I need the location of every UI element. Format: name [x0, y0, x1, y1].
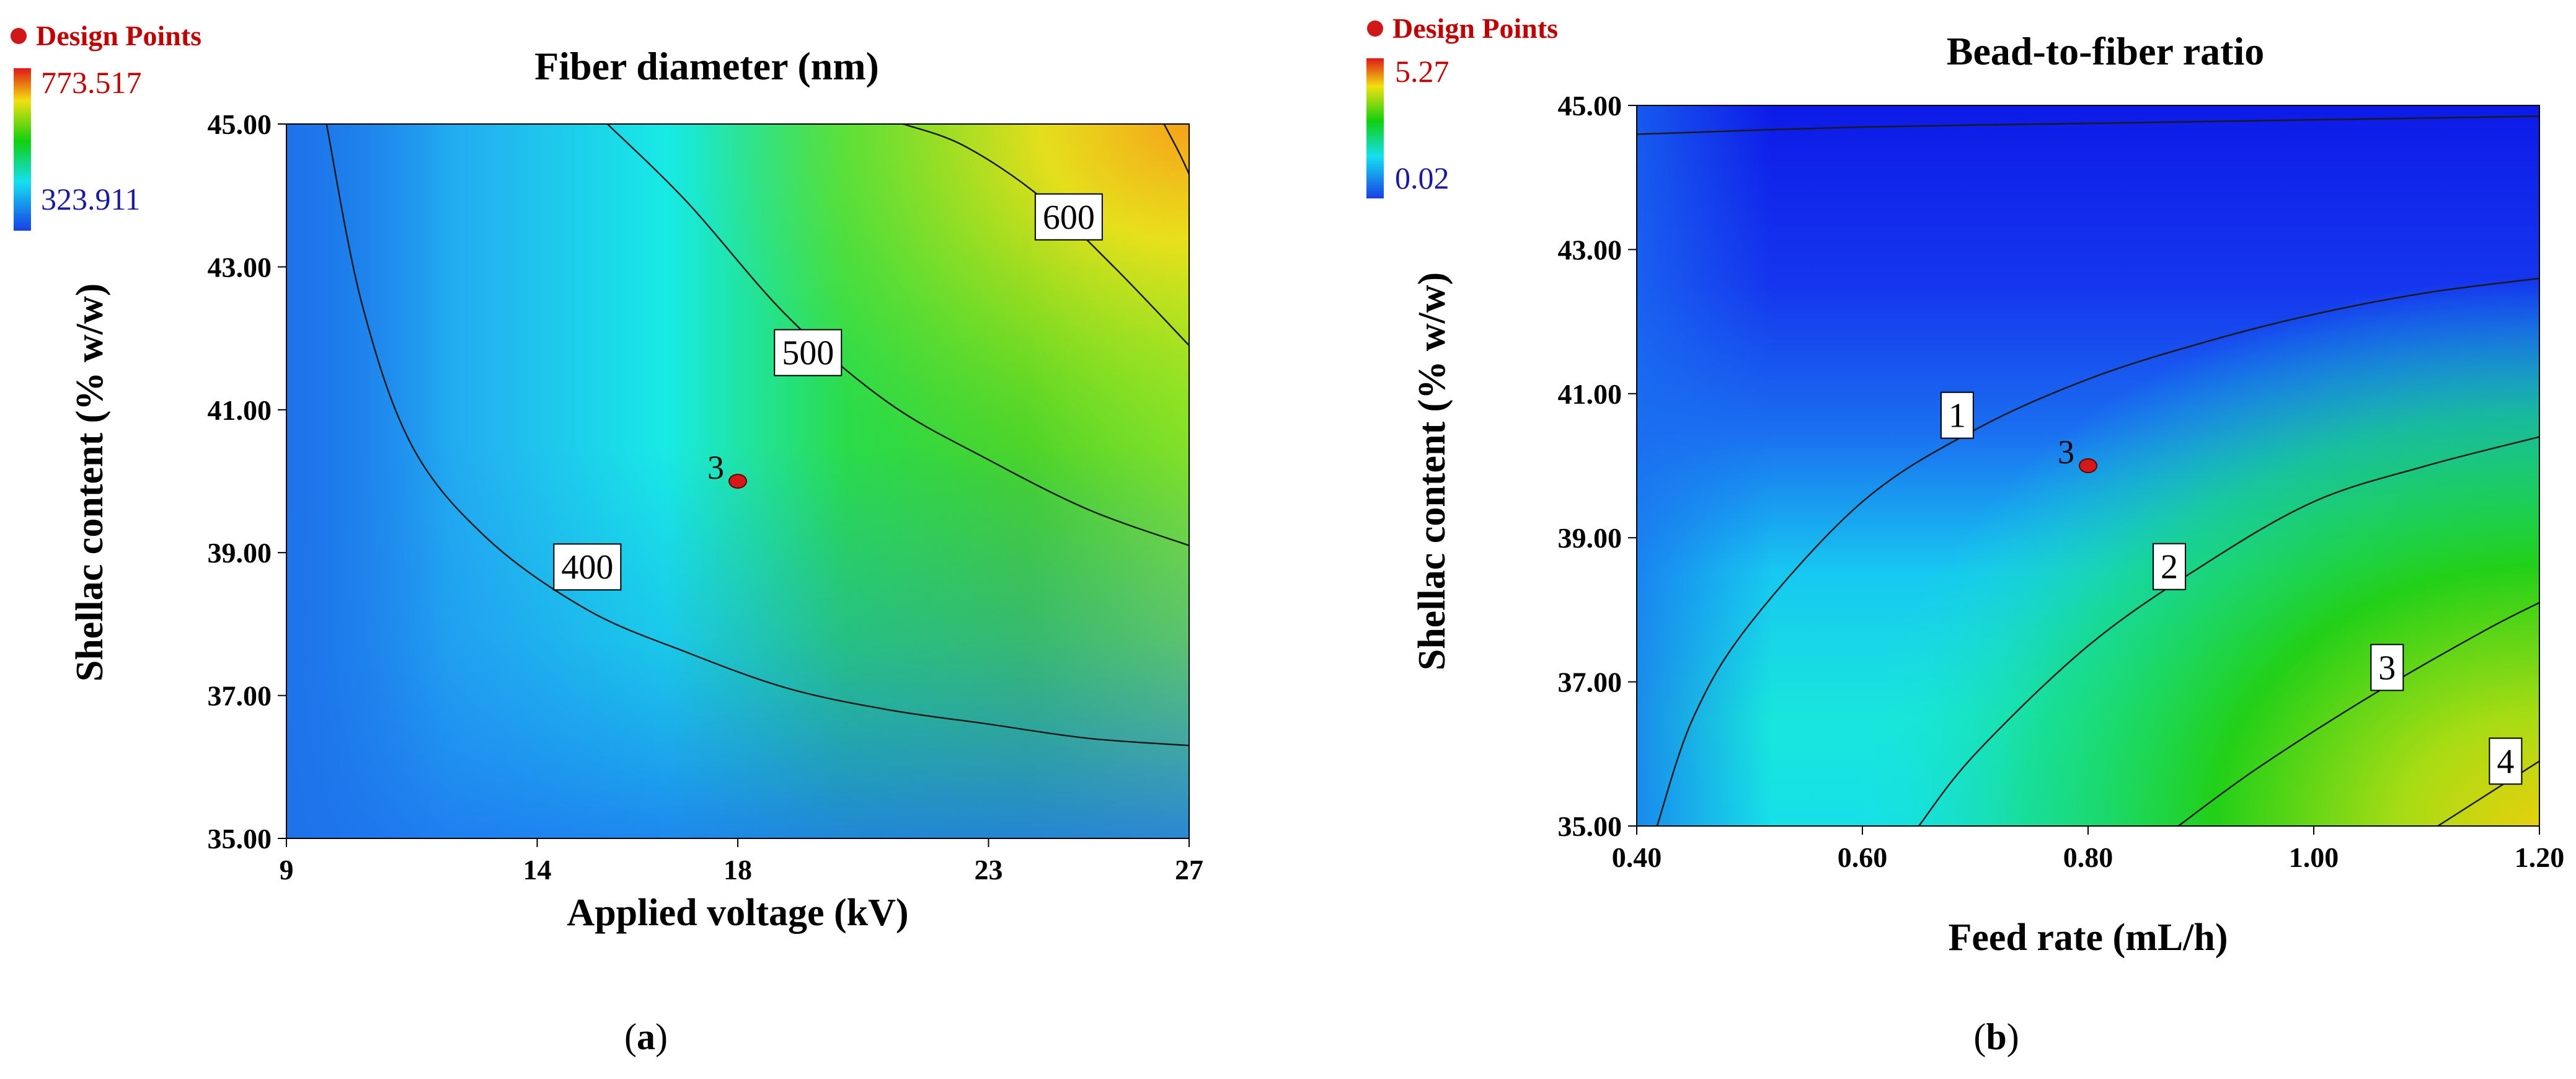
x-tick-label: 1.20: [2515, 841, 2565, 873]
contour-line-500: [606, 124, 1189, 546]
x-tick-label: 18: [724, 854, 752, 886]
panel-letter-b: b: [1986, 1016, 2006, 1057]
panel-label-a: (a): [624, 1016, 668, 1057]
legend-min-label: 0.02: [1395, 161, 1450, 195]
y-axis-ticks: 35.00 37.00 39.00 41.00 43.00 45.00: [1558, 90, 1637, 842]
legend-design-points-label: Design Points: [36, 20, 201, 51]
legend-min-label: 323.911: [41, 182, 141, 216]
legend-design-points-label: Design Points: [1392, 12, 1558, 44]
contour-label-box-500: [774, 329, 843, 376]
contour-lines: [1637, 115, 2539, 826]
contour-line-4: [2437, 760, 2539, 826]
legend-design-point-marker: [11, 28, 27, 44]
panel-a: Design Points 773.517 323.911 Fiber diam…: [11, 20, 1203, 1057]
contour-label-600: 600: [1043, 198, 1095, 237]
y-tick-label: 37.00: [1558, 667, 1622, 698]
contour-line-1: [1656, 277, 2539, 826]
legend-design-point-marker: [1367, 20, 1383, 37]
y-axis-ticks: 35.00 37.00 39.00 41.00 43.00 45.00: [208, 109, 286, 855]
x-tick-label: 23: [974, 854, 1003, 886]
legend-color-scale: [1366, 58, 1384, 198]
contour-label-3: 3: [2378, 649, 2396, 687]
x-axis-ticks: 0.40 0.60 0.80 1.00 1.20: [1612, 826, 2565, 873]
contour-label-box-2: [2153, 543, 2187, 590]
contour-label-4: 4: [2497, 742, 2514, 781]
y-tick-label: 45.00: [208, 109, 272, 140]
contour-label-400: 400: [561, 548, 613, 587]
y-tick-label: 39.00: [1558, 522, 1622, 554]
y-tick-label: 35.00: [1558, 810, 1622, 842]
design-point: [728, 474, 747, 489]
x-axis-label: Feed rate (mL/h): [1948, 917, 2228, 959]
legend-max-label: 5.27: [1395, 54, 1450, 89]
x-tick-label: 9: [280, 854, 294, 886]
contour-line-700: [1163, 124, 1189, 175]
chart-title: Fiber diameter (nm): [534, 44, 879, 88]
x-tick-label: 0.60: [1838, 841, 1888, 873]
contour-line-400: [325, 124, 1189, 747]
y-tick-label: 43.00: [1558, 234, 1622, 265]
panel-letter-a: a: [637, 1016, 655, 1057]
y-axis-label: Shellac content (% w/w): [1411, 272, 1453, 670]
y-tick-label: 39.00: [208, 537, 272, 569]
panel-b: Design Points 5.27 0.02 Bead-to-fiber ra…: [1366, 12, 2564, 1057]
design-point-label: 3: [707, 449, 724, 486]
contour-label-1: 1: [1949, 397, 1966, 435]
panel-label-b: (b): [1973, 1016, 2019, 1057]
x-tick-label: 1.00: [2289, 841, 2339, 873]
legend-max-label: 773.517: [41, 65, 142, 100]
y-tick-label: 43.00: [208, 251, 272, 283]
contour-labels: 1 2 3 4: [1940, 391, 2523, 785]
y-tick-label: 35.00: [208, 823, 272, 855]
design-points: 3: [2058, 433, 2097, 473]
x-tick-label: 0.40: [1612, 841, 1662, 873]
y-tick-label: 37.00: [208, 680, 272, 712]
contour-line-0: [1637, 115, 2539, 135]
contour-line-3: [2177, 602, 2539, 826]
y-axis-label: Shellac content (% w/w): [69, 283, 111, 682]
contour-label-box-1: [1940, 391, 1974, 439]
contour-labels: 400 500 600: [553, 193, 1103, 591]
x-tick-label: 14: [523, 854, 551, 886]
contour-label-box-4: [2489, 737, 2523, 785]
contour-label-box-400: [553, 543, 622, 591]
x-axis-ticks: 9 14 18 23 27: [280, 838, 1203, 886]
contour-label-box-600: [1034, 193, 1103, 241]
y-tick-label: 41.00: [208, 394, 272, 426]
x-tick-label: 0.80: [2063, 841, 2113, 873]
design-point-label: 3: [2058, 433, 2074, 471]
contour-label-box-3: [2370, 644, 2404, 691]
chart-title: Bead-to-fiber ratio: [1947, 29, 2264, 73]
contour-label-2: 2: [2161, 548, 2178, 587]
x-axis-label: Applied voltage (kV): [567, 892, 908, 934]
design-points: 3: [707, 449, 747, 489]
design-point: [2079, 458, 2097, 473]
x-tick-label: 27: [1175, 854, 1203, 886]
y-tick-label: 45.00: [1558, 90, 1622, 122]
y-tick-label: 41.00: [1558, 378, 1622, 410]
contour-label-500: 500: [782, 334, 834, 373]
legend-color-scale: [14, 68, 31, 231]
contour-line-2: [1918, 436, 2539, 826]
